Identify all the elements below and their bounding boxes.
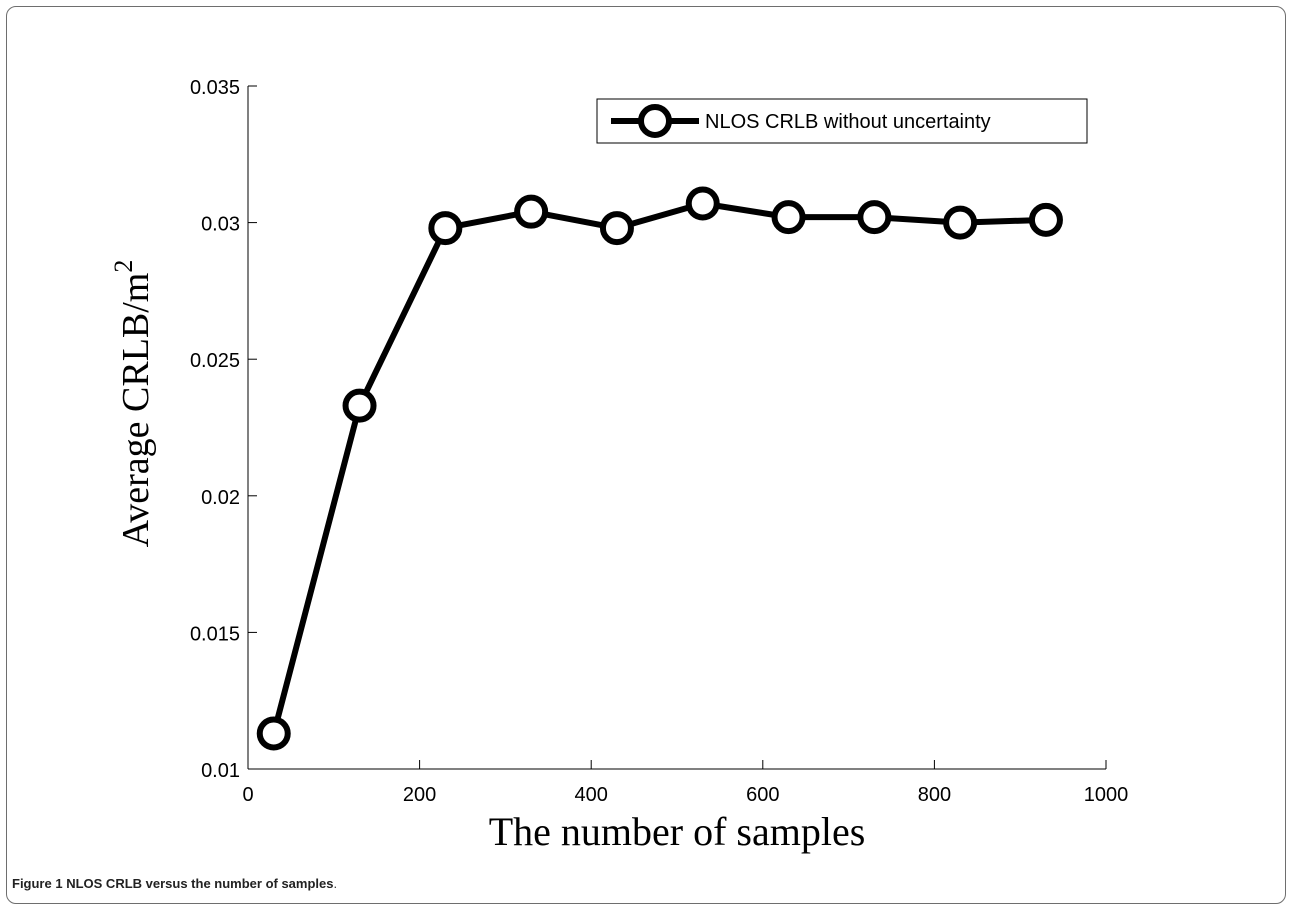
caption-end: . [333, 876, 338, 891]
x-tick-label: 200 [403, 784, 436, 806]
series-layer [256, 186, 1063, 751]
x-tick-label: 400 [575, 784, 608, 806]
figure-frame [6, 6, 1286, 904]
figure-caption: Figure 1 NLOS CRLB versus the number of … [12, 876, 337, 891]
y-tick-label: 0.025 [190, 350, 240, 372]
data-point [857, 200, 892, 235]
x-axis-title: The number of samples [489, 809, 866, 854]
legend-marker-swatch [638, 104, 672, 138]
data-point [514, 194, 549, 229]
y-axis-title: Average CRLB/m2 [109, 260, 157, 548]
legend: NLOS CRLB without uncertainty [596, 98, 1088, 144]
data-point [428, 211, 463, 246]
x-tick-label: 0 [242, 784, 253, 806]
y-tick-label: 0.02 [201, 487, 240, 509]
x-tick-label: 1000 [1084, 784, 1129, 806]
y-tick-label: 0.03 [201, 214, 240, 236]
data-point [685, 186, 720, 221]
y-tick-label: 0.01 [201, 760, 240, 782]
data-point [771, 200, 806, 235]
caption-text: NLOS CRLB versus the number of samples [66, 876, 334, 891]
series-line [270, 200, 1047, 735]
x-tick-label: 600 [746, 784, 779, 806]
y-axis-title-superscript: 2 [109, 260, 138, 273]
legend-label: NLOS CRLB without uncertainty [705, 111, 991, 133]
x-tick-label: 800 [918, 784, 951, 806]
y-tick-label: 0.015 [190, 623, 240, 645]
data-point [342, 388, 377, 423]
axes: 0 200 400 600 800 1000 0.01 0.015 0.02 0.025 0.03 0… [109, 77, 1128, 854]
data-point [943, 205, 978, 240]
y-tick-label: 0.035 [190, 77, 240, 99]
caption-label: Figure 1 [12, 876, 63, 891]
data-point [1028, 202, 1063, 237]
data-point [256, 716, 291, 751]
y-axis-title-main: Average CRLB/m [115, 273, 157, 548]
data-point [599, 211, 634, 246]
